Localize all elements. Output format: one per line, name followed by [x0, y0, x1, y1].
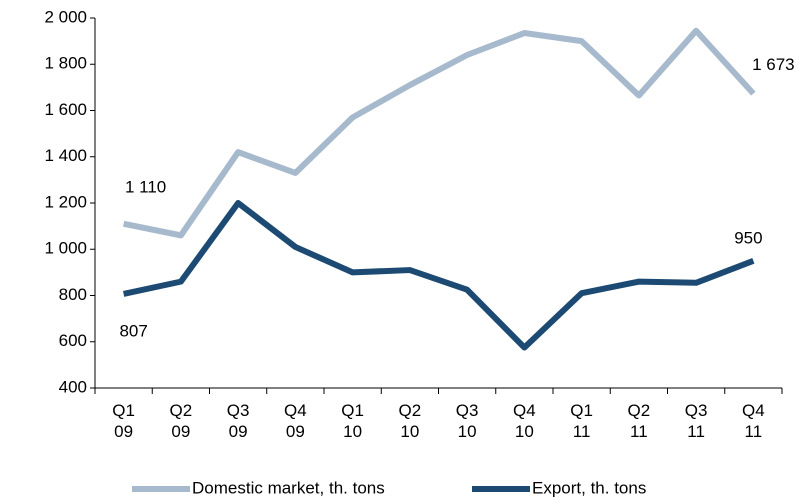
y-tick-label: 400	[59, 377, 87, 396]
y-tick-label: 1 200	[44, 192, 87, 211]
y-tick-label: 1 600	[44, 100, 87, 119]
y-tick-label: 2 000	[44, 7, 87, 26]
x-tick-label: Q1 10	[341, 401, 364, 441]
y-tick-label: 800	[59, 285, 87, 304]
x-tick-label: Q3 10	[455, 401, 479, 441]
x-tick-label: Q2 09	[169, 401, 193, 441]
legend-label: Export, th. tons	[532, 478, 646, 497]
legend-label: Domestic market, th. tons	[192, 478, 385, 497]
x-tick-label: Q4 11	[742, 401, 765, 441]
x-tick-label: Q3 09	[226, 401, 250, 441]
x-tick-label: Q1 11	[570, 401, 593, 441]
x-tick-label: Q4 09	[284, 401, 307, 441]
line-series	[122, 200, 755, 351]
data-label: 950	[734, 228, 762, 247]
y-tick-label: 600	[59, 331, 87, 350]
data-label: 1 673	[752, 55, 795, 74]
data-label: 807	[119, 321, 147, 340]
x-tick-label: Q4 10	[513, 401, 536, 441]
x-tick-label: Q2 11	[627, 401, 651, 441]
x-tick-label: Q3 11	[684, 401, 708, 441]
y-tick-label: 1 800	[44, 54, 87, 73]
y-tick-label: 1 400	[44, 146, 87, 165]
x-tick-label: Q2 10	[398, 401, 422, 441]
x-tick-label: Q1 09	[112, 401, 135, 441]
y-tick-label: 1 000	[44, 239, 87, 258]
data-label: 1 110	[125, 177, 166, 196]
line-series	[123, 27, 756, 239]
